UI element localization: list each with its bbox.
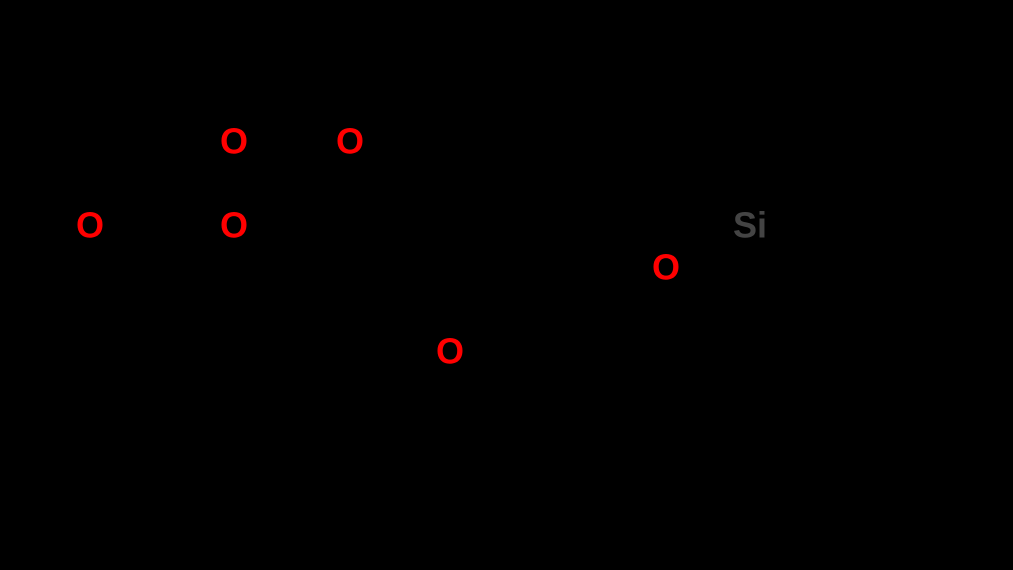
atom-label-o: O xyxy=(336,121,364,162)
atom-label-o: O xyxy=(76,205,104,246)
atom-label-o: O xyxy=(652,247,680,288)
atom-label-o: O xyxy=(436,331,464,372)
atom-label-si: Si xyxy=(733,205,767,246)
atom-label-o: O xyxy=(220,205,248,246)
atom-label-o: O xyxy=(220,121,248,162)
atoms-layer: O O O O O O Si xyxy=(68,119,772,373)
molecule-diagram: O O O O O O Si xyxy=(0,0,1013,570)
